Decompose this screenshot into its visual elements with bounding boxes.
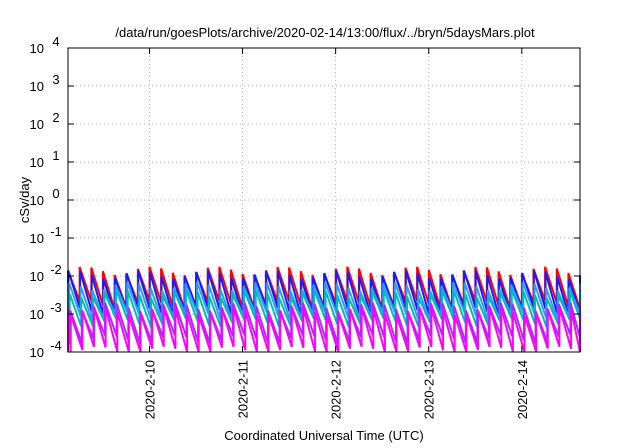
x-tick-label: 2020-2-14 [515, 360, 530, 419]
x-axis: 2020-2-10 2020-2-11 2020-2-12 2020-2-13 2020… [142, 48, 530, 419]
y-tick-label: 10 [30, 41, 44, 56]
y-tick-label: 10 [30, 155, 44, 170]
x-tick-label: 2020-2-11 [236, 360, 251, 418]
y-tick-label: 10 [30, 193, 44, 208]
y-tick-exponent: -2 [50, 262, 62, 277]
y-axis-title: cSv/day [17, 176, 32, 223]
y-tick-label: 10 [30, 269, 44, 284]
y-tick-exponent: -1 [50, 224, 62, 239]
y-tick-exponent: 2 [52, 110, 59, 125]
y-tick-exponent: -4 [50, 338, 62, 353]
x-tick-label: 2020-2-12 [329, 360, 344, 419]
y-tick-exponent: 1 [52, 148, 59, 163]
y-tick-label: 10 [30, 231, 44, 246]
y-tick-label: 10 [30, 117, 44, 132]
y-tick-exponent: -3 [50, 300, 62, 315]
series-line-6 [67, 307, 581, 353]
x-tick-label: 2020-2-13 [422, 360, 437, 419]
y-tick-label: 10 [30, 345, 44, 360]
series-line-2 [67, 270, 581, 316]
series-line-4 [67, 289, 581, 328]
series-layer [67, 266, 581, 353]
y-tick-exponent: 4 [52, 34, 59, 49]
y-tick-exponent: 0 [52, 186, 59, 201]
x-axis-title: Coordinated Universal Time (UTC) [224, 428, 423, 443]
chart-title: /data/run/goesPlots/archive/2020-02-14/1… [115, 25, 535, 40]
y-axis: 10 -4 10 -3 10 -2 10 -1 10 0 10 1 10 2 10 3 10 4 [30, 34, 580, 360]
y-tick-exponent: 3 [52, 72, 59, 87]
y-tick-label: 10 [30, 307, 44, 322]
y-tick-label: 10 [30, 79, 44, 94]
x-tick-label: 2020-2-10 [142, 360, 157, 419]
